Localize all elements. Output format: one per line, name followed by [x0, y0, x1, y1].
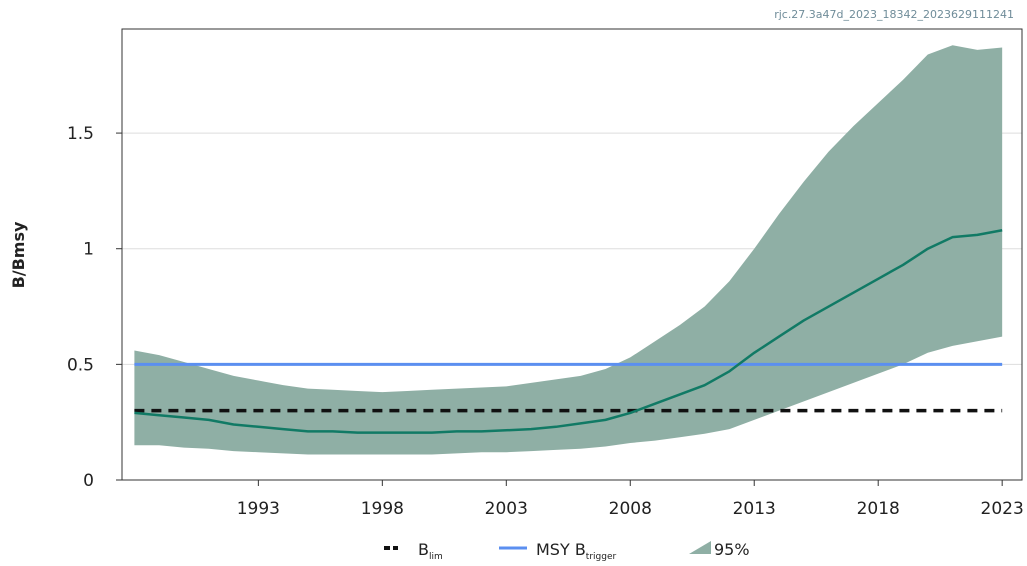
y-tick-label-0: 0: [83, 471, 94, 491]
x-tick-label-3: 2008: [609, 499, 652, 519]
legend-blim-sub: lim: [429, 552, 443, 562]
y-axis: 0 0.5 1 1.5: [67, 124, 122, 491]
legend-blim-main: B: [418, 540, 429, 559]
x-axis: 1993 1998 2003 2008 2013 2018 2023: [237, 480, 1024, 519]
x-tick-label-0: 1993: [237, 499, 280, 519]
y-tick-label-1: 0.5: [67, 355, 94, 375]
legend-band-swatch: [689, 541, 711, 554]
x-tick-label-5: 2018: [857, 499, 900, 519]
confidence-band-layer: [134, 45, 1002, 454]
x-tick-label-6: 2023: [981, 499, 1024, 519]
legend-item-msy-btrigger: MSY Btrigger: [499, 540, 616, 562]
legend-msy-label: MSY Btrigger: [536, 540, 616, 562]
x-tick-label-4: 2013: [733, 499, 776, 519]
y-tick-label-3: 1.5: [67, 124, 94, 144]
legend-blim-label: Blim: [418, 540, 443, 562]
y-axis-label: B/Bmsy: [9, 221, 28, 288]
legend-msy-sub: trigger: [586, 552, 617, 562]
confidence-band-95: [134, 45, 1002, 454]
legend-msy-main: MSY B: [536, 540, 586, 559]
x-tick-label-2: 2003: [485, 499, 528, 519]
legend: Blim MSY Btrigger 95%: [384, 540, 750, 562]
x-tick-label-1: 1998: [361, 499, 404, 519]
legend-item-95-percent: 95%: [689, 540, 750, 559]
legend-item-blim: Blim: [384, 540, 443, 562]
legend-band-label: 95%: [714, 540, 750, 559]
watermark-text: rjc.27.3a47d_2023_18342_2023629111241: [774, 8, 1014, 21]
y-tick-label-2: 1: [83, 240, 94, 260]
